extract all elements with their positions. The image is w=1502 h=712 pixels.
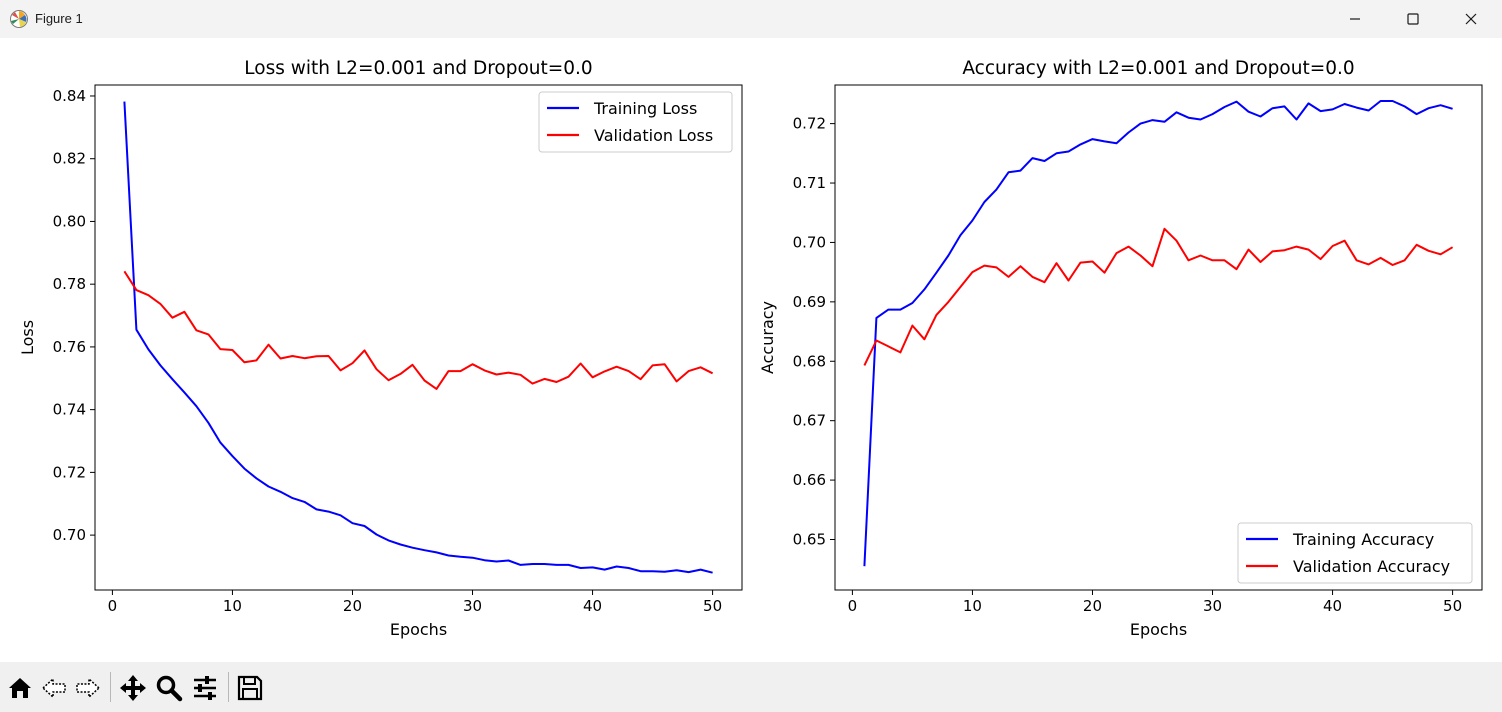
- x-tick-label: 20: [1083, 597, 1102, 615]
- y-tick-label: 0.69: [793, 293, 826, 311]
- x-tick-label: 20: [343, 597, 362, 615]
- y-tick-label: 0.84: [53, 87, 86, 105]
- x-axis-label: Epochs: [390, 620, 447, 639]
- save-icon: [237, 675, 263, 701]
- y-tick-label: 0.72: [793, 115, 826, 133]
- maximize-button[interactable]: [1384, 0, 1442, 38]
- legend: Training Accuracy Validation Accuracy: [1237, 522, 1473, 584]
- x-tick-label: 50: [1443, 597, 1462, 615]
- minimize-button[interactable]: [1326, 0, 1384, 38]
- chart-title: Loss with L2=0.001 and Dropout=0.0: [244, 58, 592, 79]
- y-tick-label: 0.65: [793, 531, 826, 549]
- zoom-button[interactable]: [153, 672, 185, 704]
- axes-frame: [94, 84, 743, 591]
- back-icon: [41, 677, 66, 699]
- y-tick-label: 0.71: [793, 174, 826, 192]
- y-tick-label: 0.70: [793, 233, 826, 251]
- close-button[interactable]: [1442, 0, 1500, 38]
- x-tick-label: 30: [1203, 597, 1222, 615]
- toolbar-separator: [110, 672, 111, 702]
- x-tick-label: 30: [463, 597, 482, 615]
- chart-2: 0 10 20 30 40 50 0.65 0.66 0.67 0.68 0.69 0.70 0.71 0…: [758, 58, 1483, 639]
- x-tick-label: 40: [1323, 597, 1342, 615]
- configure-icon: [194, 676, 216, 700]
- legend-label: Training Accuracy: [1292, 530, 1434, 549]
- series-line-training-accuracy: [863, 100, 1453, 567]
- y-tick-label: 0.72: [53, 463, 86, 481]
- legend-box: [538, 91, 733, 153]
- save-button[interactable]: [234, 672, 266, 704]
- x-tick-label: 40: [583, 597, 602, 615]
- series-line-validation-accuracy: [863, 227, 1454, 366]
- x-tick-label: 50: [703, 597, 722, 615]
- y-tick-label: 0.78: [53, 275, 86, 293]
- navigation-toolbar: [0, 662, 1502, 712]
- forward-icon: [76, 677, 101, 699]
- y-axis-label: Accuracy: [758, 301, 777, 374]
- y-tick-label: 0.76: [53, 338, 86, 356]
- y-tick-label: 0.70: [53, 526, 86, 544]
- y-tick-label: 0.82: [53, 150, 86, 168]
- toolbar-separator: [228, 672, 229, 702]
- y-tick-label: 0.74: [53, 401, 86, 419]
- forward-button[interactable]: [72, 672, 104, 704]
- legend-label: Validation Accuracy: [1293, 557, 1450, 576]
- minimize-icon: [1350, 18, 1360, 20]
- legend-label: Training Loss: [593, 99, 697, 118]
- y-tick-label: 0.80: [53, 212, 86, 230]
- y-tick-label: 0.66: [793, 471, 826, 489]
- legend-label: Validation Loss: [594, 126, 713, 145]
- x-tick-label: 10: [223, 597, 242, 615]
- y-axis-label: Loss: [18, 320, 37, 355]
- chart-1: 0 10 20 30 40 50 0.70 0.72 0.74 0.76 0.78 0.80 0.82 0…: [18, 58, 743, 639]
- figure-svg: 0 10 20 30 40 50 0.70 0.72 0.74 0.76 0.78 0.80 0.82 0…: [18, 58, 1483, 639]
- x-tick-label: 10: [963, 597, 982, 615]
- legend: Training Loss Validation Loss: [538, 91, 733, 153]
- close-icon: [1465, 13, 1477, 25]
- home-icon: [9, 678, 31, 698]
- configure-subplots-button[interactable]: [189, 672, 221, 704]
- maximize-icon: [1407, 13, 1419, 25]
- series-line-training-loss: [123, 101, 713, 574]
- axes-frame: [834, 84, 1483, 591]
- x-tick-label: 0: [108, 597, 118, 615]
- pan-button[interactable]: [117, 672, 149, 704]
- y-tick-label: 0.67: [793, 412, 826, 430]
- figure-canvas[interactable]: 0 10 20 30 40 50 0.70 0.72 0.74 0.76 0.78 0.80 0.82 0…: [0, 38, 1502, 662]
- legend-box: [1237, 522, 1473, 584]
- y-tick-label: 0.68: [793, 352, 826, 370]
- x-axis-label: Epochs: [1130, 620, 1187, 639]
- chart-title: Accuracy with L2=0.001 and Dropout=0.0: [962, 58, 1354, 79]
- window-titlebar: Figure 1: [0, 0, 1502, 39]
- home-button[interactable]: [4, 672, 36, 704]
- back-button[interactable]: [38, 672, 70, 704]
- matplotlib-app-icon: [9, 9, 29, 29]
- window-title: Figure 1: [35, 11, 83, 26]
- pan-icon: [120, 675, 146, 701]
- zoom-icon: [156, 675, 183, 702]
- x-tick-label: 0: [848, 597, 858, 615]
- series-line-validation-loss: [123, 270, 714, 390]
